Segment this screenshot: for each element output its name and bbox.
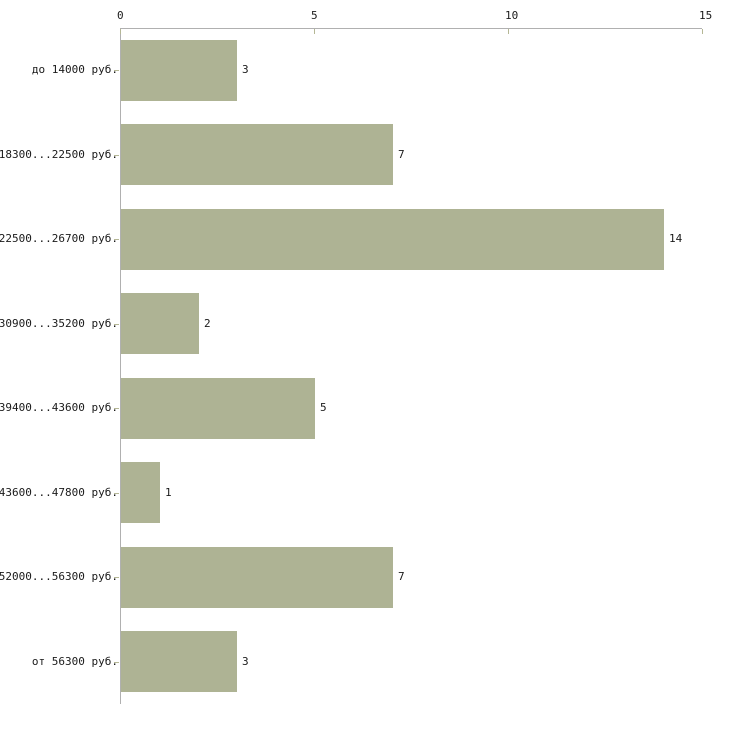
y-axis-tick [114,662,119,663]
bar-value-label: 3 [242,655,249,668]
bar[interactable] [121,293,199,354]
y-axis-tick [114,239,119,240]
bar[interactable] [121,40,237,101]
bar-value-label: 7 [398,148,405,161]
y-axis-tick [114,493,119,494]
y-axis-tick [114,408,119,409]
bar-value-label: 3 [242,63,249,76]
bar-value-label: 7 [398,570,405,583]
y-axis-line [120,28,121,704]
x-axis-tick-label: 5 [311,9,318,22]
bar-value-label: 5 [320,401,327,414]
y-axis-category-label: 39400...43600 руб. [0,401,118,414]
y-axis-category-label: 18300...22500 руб. [0,148,118,161]
x-axis-tick-label: 0 [117,9,124,22]
x-axis-tick [314,29,315,34]
bar[interactable] [121,378,315,439]
y-axis-category-label: от 56300 руб. [31,655,118,668]
y-axis-category-label: 43600...47800 руб. [0,486,118,499]
x-axis-tick [508,29,509,34]
y-axis-tick [114,324,119,325]
bar-value-label: 1 [165,486,172,499]
bar[interactable] [121,462,160,523]
y-axis-tick [114,155,119,156]
y-axis-category-label: 52000...56300 руб. [0,570,118,583]
bar[interactable] [121,124,393,185]
y-axis-category-label: 22500...26700 руб. [0,232,118,245]
bar[interactable] [121,631,237,692]
x-axis-tick [120,29,121,34]
x-axis-tick-label: 15 [699,9,713,22]
bar-value-label: 2 [204,317,211,330]
bar[interactable] [121,209,664,270]
y-axis-tick [114,70,119,71]
bar-value-label: 14 [669,232,683,245]
x-axis-line [120,28,702,29]
y-axis-category-label: 30900...35200 руб. [0,317,118,330]
y-axis-category-label: до 14000 руб. [31,63,118,76]
y-axis-tick [114,577,119,578]
bar[interactable] [121,547,393,608]
x-axis-tick [702,29,703,34]
x-axis-tick-label: 10 [505,9,519,22]
